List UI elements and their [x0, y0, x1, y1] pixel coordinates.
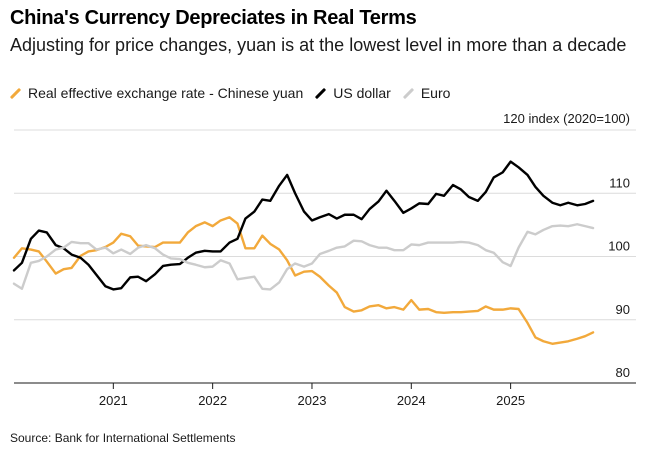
gridlines [14, 129, 636, 321]
chart-title: China's Currency Depreciates in Real Ter… [10, 7, 417, 29]
legend-item-1: Real effective exchange rate - Chinese y… [10, 85, 303, 101]
y-tick-label: 100 [608, 239, 630, 254]
y-tick-label: 110 [609, 175, 630, 190]
x-tick-label: 2022 [198, 393, 227, 408]
y-tick-label: 80 [616, 365, 630, 380]
line-chart: 2021 2022 2023 2024 2025 80 90 100 110 120 index… [12, 111, 636, 408]
legend-item-3: Euro [403, 85, 451, 101]
x-tick-label: 2023 [298, 393, 327, 408]
legend-label: Real effective exchange rate - Chinese y… [28, 85, 304, 101]
source-note: Source: Bank for International Settlemen… [10, 431, 236, 445]
chart-subtitle: Adjusting for price changes, yuan is at … [10, 35, 627, 55]
x-tick-label: 2024 [397, 393, 426, 408]
x-tick-label: 2025 [496, 393, 525, 408]
legend-label: US dollar [333, 85, 391, 101]
chart-legend: Real effective exchange rate - Chinese y… [10, 84, 462, 102]
series-lines [12, 160, 595, 345]
y-unit-label: 120 index (2020=100) [503, 111, 630, 126]
series-line-1 [12, 216, 595, 345]
y-axis: 80 90 100 110 120 index (2020=100) [503, 111, 630, 380]
x-tick-label: 2021 [99, 393, 128, 408]
series-line-2 [12, 160, 595, 291]
x-axis: 2021 2022 2023 2024 2025 [14, 382, 636, 408]
series-line-3 [12, 223, 595, 291]
legend-label: Euro [420, 85, 451, 101]
legend-item-2: US dollar [315, 85, 391, 101]
y-tick-label: 90 [616, 302, 630, 317]
